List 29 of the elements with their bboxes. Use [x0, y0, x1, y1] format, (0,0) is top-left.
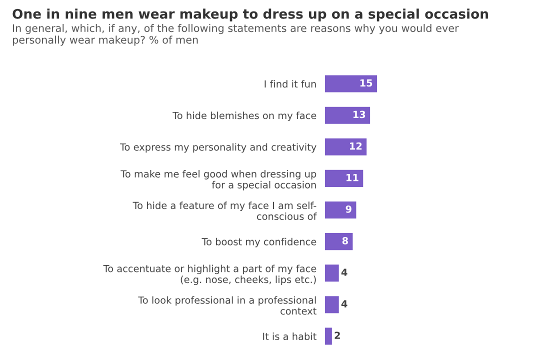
text: In general, which, if any, of the following statements are reasons why you would ever personally wear makeup? % of men: [12, 24, 459, 46]
y-tick-label: To accentuate or highlight a part of my face (e.g. nose, cheeks, lips etc.): [103, 264, 316, 286]
data-label: 13: [353, 110, 366, 118]
y-tick-label: To hide blemishes on my face: [172, 112, 316, 122]
y-tick-label: I find it fun: [264, 80, 316, 88]
bar: [325, 201, 356, 219]
data-label: 9: [346, 205, 352, 213]
y-tick-label: To look professional in a professional context: [138, 296, 316, 315]
bar: [325, 233, 353, 250]
chart-title: One in nine men wear makeup to dress up on a special occasion: [12, 8, 488, 22]
bar: [325, 296, 339, 314]
data-label: 4: [341, 268, 348, 276]
y-tick-label: To hide a feature of my face I am self- conscious of: [132, 202, 317, 220]
y-tick-label: To express my personality and creativity: [120, 143, 316, 153]
y-tick-label: It is a habit: [263, 332, 316, 340]
y-tick-label: To boost my confidence: [202, 238, 316, 248]
data-label: 4: [341, 300, 348, 308]
data-label: 2: [334, 332, 340, 339]
bar: [325, 138, 367, 156]
data-label: 12: [350, 142, 362, 150]
data-label: 11: [346, 174, 358, 182]
bar: [325, 75, 377, 92]
bar: [325, 264, 339, 282]
bar: [325, 328, 332, 345]
y-tick-label: To make me feel good when dressing up for a special occasion: [120, 170, 316, 190]
data-label: 15: [360, 79, 372, 87]
bar: [325, 106, 370, 124]
data-label: 8: [342, 237, 348, 244]
bar: [325, 170, 364, 187]
